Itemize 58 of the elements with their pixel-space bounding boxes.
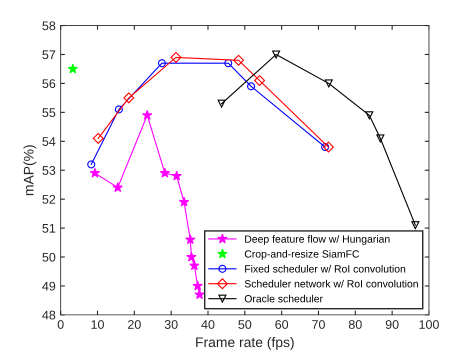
point: [376, 134, 384, 142]
y-tick-label: 58: [42, 21, 56, 30]
point: [194, 289, 205, 300]
y-axis-title: mAP(%): [23, 145, 36, 196]
x-tick-label: 90: [386, 320, 399, 329]
x-tick-label: 70: [312, 320, 325, 329]
y-tick-label: 55: [42, 108, 56, 118]
point: [186, 252, 197, 262]
point: [172, 170, 182, 180]
point: [233, 54, 244, 66]
y-tick-label: 49: [42, 282, 56, 291]
legend-label: Deep feature flow w/ Hungarian: [245, 235, 390, 245]
point: [272, 50, 280, 59]
x-tick-label: 10: [92, 320, 104, 329]
y-tick-label: 52: [42, 194, 56, 204]
y-tick-label: 54: [42, 137, 56, 146]
x-axis-title: Frame rate (fps): [196, 336, 294, 350]
point: [192, 280, 203, 290]
x-tick-label: 100: [419, 320, 439, 329]
point: [185, 234, 196, 244]
x-tick-label: 50: [238, 320, 252, 329]
y-tick-label: 53: [42, 166, 56, 175]
x-tick-label: 60: [275, 320, 288, 329]
y-tick-label: 50: [42, 252, 56, 262]
y-tick-label: 57: [42, 50, 56, 60]
y-tick-label: 51: [42, 224, 56, 233]
point: [224, 59, 232, 68]
point: [90, 168, 100, 178]
point: [189, 260, 200, 270]
point: [178, 196, 190, 207]
point: [92, 132, 104, 144]
point: [218, 100, 226, 108]
legend-label: Oracle scheduler: [244, 294, 323, 302]
point: [247, 82, 256, 90]
point: [158, 59, 166, 68]
point: [142, 110, 152, 120]
x-tick-label: 40: [201, 320, 214, 329]
x-tick-label: 20: [128, 320, 141, 329]
legend-label: Crop-and-resize SiamFC: [244, 250, 360, 260]
point: [324, 79, 333, 88]
point: [160, 168, 170, 178]
point: [170, 52, 182, 63]
point: [68, 64, 78, 74]
x-tick-label: 0: [58, 320, 64, 329]
x-tick-label: 80: [348, 320, 362, 329]
point: [322, 142, 334, 153]
point: [87, 160, 96, 168]
legend-label: Scheduler network w/ RoI convolution: [244, 280, 418, 288]
x-tick-label: 30: [164, 320, 178, 329]
point: [254, 75, 266, 86]
point: [365, 111, 374, 120]
legend-label: Fixed scheduler w/ RoI convolution: [245, 264, 406, 273]
y-tick-label: 48: [42, 310, 56, 320]
point: [411, 221, 420, 230]
y-tick-label: 56: [42, 79, 56, 88]
point: [123, 92, 134, 104]
point: [114, 105, 123, 114]
point: [112, 182, 123, 192]
